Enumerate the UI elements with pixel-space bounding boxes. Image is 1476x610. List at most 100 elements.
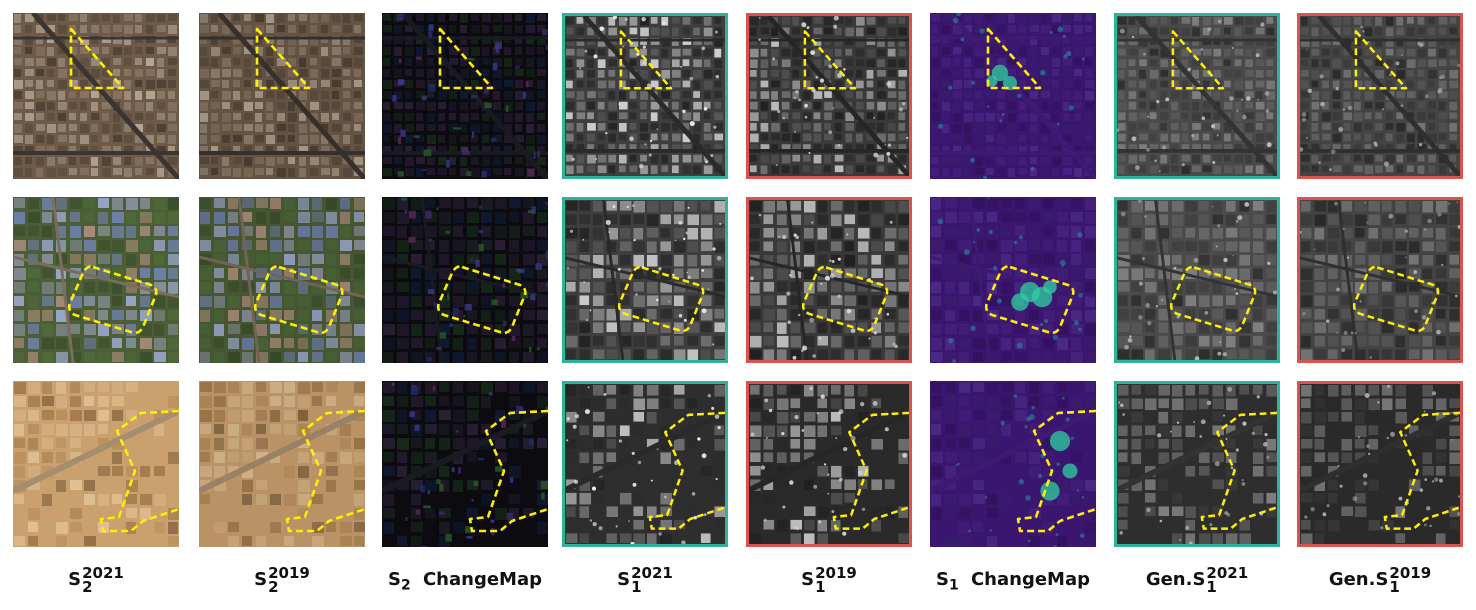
label-sensor-index: 1 [948, 577, 959, 594]
image-tile-industrial-rectangle-s2-2021 [13, 197, 179, 363]
change-region-outline [1169, 265, 1257, 333]
image-tile-urban-triangle-s2-2021 [13, 13, 179, 179]
change-region-outline [619, 30, 673, 90]
satellite-image [565, 200, 725, 360]
label-suffix: ChangeMap [964, 569, 1090, 590]
column-label-s2-2019: S 2019 2 [190, 556, 374, 604]
label-base: S [254, 569, 268, 590]
image-tile-desert-polygon-s2-2021 [13, 381, 179, 547]
label-base: Gen.S [1328, 569, 1389, 590]
image-tile-urban-triangle-gen-s1-2021 [1114, 13, 1280, 179]
change-region-outline [1354, 30, 1408, 90]
image-tile-urban-triangle-gen-s1-2019 [1297, 13, 1463, 179]
image-tile-desert-polygon-s1-changemap [930, 381, 1096, 547]
image-tile-industrial-rectangle-s1-changemap [930, 197, 1096, 363]
change-region-outline [803, 30, 857, 90]
satellite-image [930, 197, 1096, 363]
change-region-outline [648, 411, 725, 530]
image-tile-desert-polygon-s2-changemap [382, 381, 548, 547]
change-region-outline [1383, 411, 1460, 530]
label-base: S [801, 569, 815, 590]
label-year: 2019 [815, 564, 857, 582]
change-region-outline [832, 411, 909, 530]
column-label-s2-2021: S 2021 2 [4, 556, 188, 604]
label-year: 2019 [268, 564, 310, 582]
image-tile-desert-polygon-gen-s1-2019 [1297, 381, 1463, 547]
image-tile-desert-polygon-s2-2019 [199, 381, 365, 547]
image-tile-industrial-rectangle-gen-s1-2019 [1297, 197, 1463, 363]
label-sensor-index: 1 [815, 578, 826, 596]
change-region-outline [1200, 411, 1277, 530]
satellite-image [749, 16, 909, 176]
satellite-image [382, 197, 548, 363]
change-region-outline [1016, 409, 1096, 533]
satellite-image [1300, 200, 1460, 360]
satellite-image [1117, 200, 1277, 360]
column-label-s1-2021: S 2021 1 [553, 556, 737, 604]
satellite-image [13, 197, 179, 363]
image-tile-urban-triangle-s2-changemap [382, 13, 548, 179]
column-label-s2-changemap: S2 ChangeMap [373, 556, 557, 604]
image-tile-urban-triangle-s1-2019 [746, 13, 912, 179]
image-tile-desert-polygon-s1-2019 [746, 381, 912, 547]
change-region-outline [986, 27, 1042, 90]
satellite-image [1117, 16, 1277, 176]
change-region-outline [801, 265, 889, 333]
label-year: 2021 [1206, 564, 1249, 582]
change-region-outline [436, 265, 527, 335]
change-region-outline [468, 409, 548, 533]
image-tile-desert-polygon-s1-2021 [562, 381, 728, 547]
image-tile-industrial-rectangle-s1-2021 [562, 197, 728, 363]
label-suffix: ChangeMap [416, 569, 542, 590]
label-base: S [935, 569, 949, 590]
change-region-outline [1171, 30, 1225, 90]
label-base: S [68, 569, 82, 590]
image-tile-urban-triangle-s1-2021 [562, 13, 728, 179]
change-region-outline [69, 27, 125, 90]
change-region-outline [253, 265, 344, 335]
change-region-outline [1352, 265, 1440, 333]
satellite-image [565, 16, 725, 176]
label-year: 2021 [82, 564, 124, 582]
change-region-outline [285, 409, 365, 533]
image-tile-industrial-rectangle-s2-2019 [199, 197, 365, 363]
column-label-gen-s1-2021: Gen.S 2021 1 [1105, 556, 1289, 604]
satellite-image [1300, 384, 1460, 544]
label-base: S [387, 569, 401, 590]
satellite-image [382, 13, 548, 179]
satellite-image [565, 384, 725, 544]
label-year: 2019 [1389, 564, 1432, 582]
satellite-image [930, 381, 1096, 547]
satellite-image [13, 13, 179, 179]
column-label-gen-s1-2019: Gen.S 2019 1 [1288, 556, 1472, 604]
column-label-s1-changemap: S1 ChangeMap [921, 556, 1105, 604]
change-region-outline [984, 265, 1075, 335]
change-region-outline [67, 265, 158, 335]
change-region-outline [255, 27, 311, 90]
satellite-image [13, 381, 179, 547]
change-region-outline [617, 265, 705, 333]
label-sensor-index: 1 [1389, 578, 1400, 596]
label-sensor-index: 2 [268, 578, 279, 596]
label-sensor-index: 2 [82, 578, 93, 596]
label-sensor-index: 1 [1206, 578, 1217, 596]
label-base: S [617, 569, 631, 590]
satellite-image [749, 384, 909, 544]
image-tile-desert-polygon-gen-s1-2021 [1114, 381, 1280, 547]
label-sensor-index: 2 [400, 577, 411, 594]
change-region-outline [99, 409, 179, 533]
image-tile-urban-triangle-s1-changemap [930, 13, 1096, 179]
label-base: Gen.S [1145, 569, 1206, 590]
label-sensor-index: 1 [631, 578, 642, 596]
satellite-image [382, 381, 548, 547]
image-tile-industrial-rectangle-gen-s1-2021 [1114, 197, 1280, 363]
satellite-image [1117, 384, 1277, 544]
image-tile-industrial-rectangle-s2-changemap [382, 197, 548, 363]
satellite-image [199, 13, 365, 179]
satellite-image [199, 381, 365, 547]
image-tile-industrial-rectangle-s1-2019 [746, 197, 912, 363]
satellite-image [199, 197, 365, 363]
image-tile-urban-triangle-s2-2019 [199, 13, 365, 179]
column-label-s1-2019: S 2019 1 [737, 556, 921, 604]
